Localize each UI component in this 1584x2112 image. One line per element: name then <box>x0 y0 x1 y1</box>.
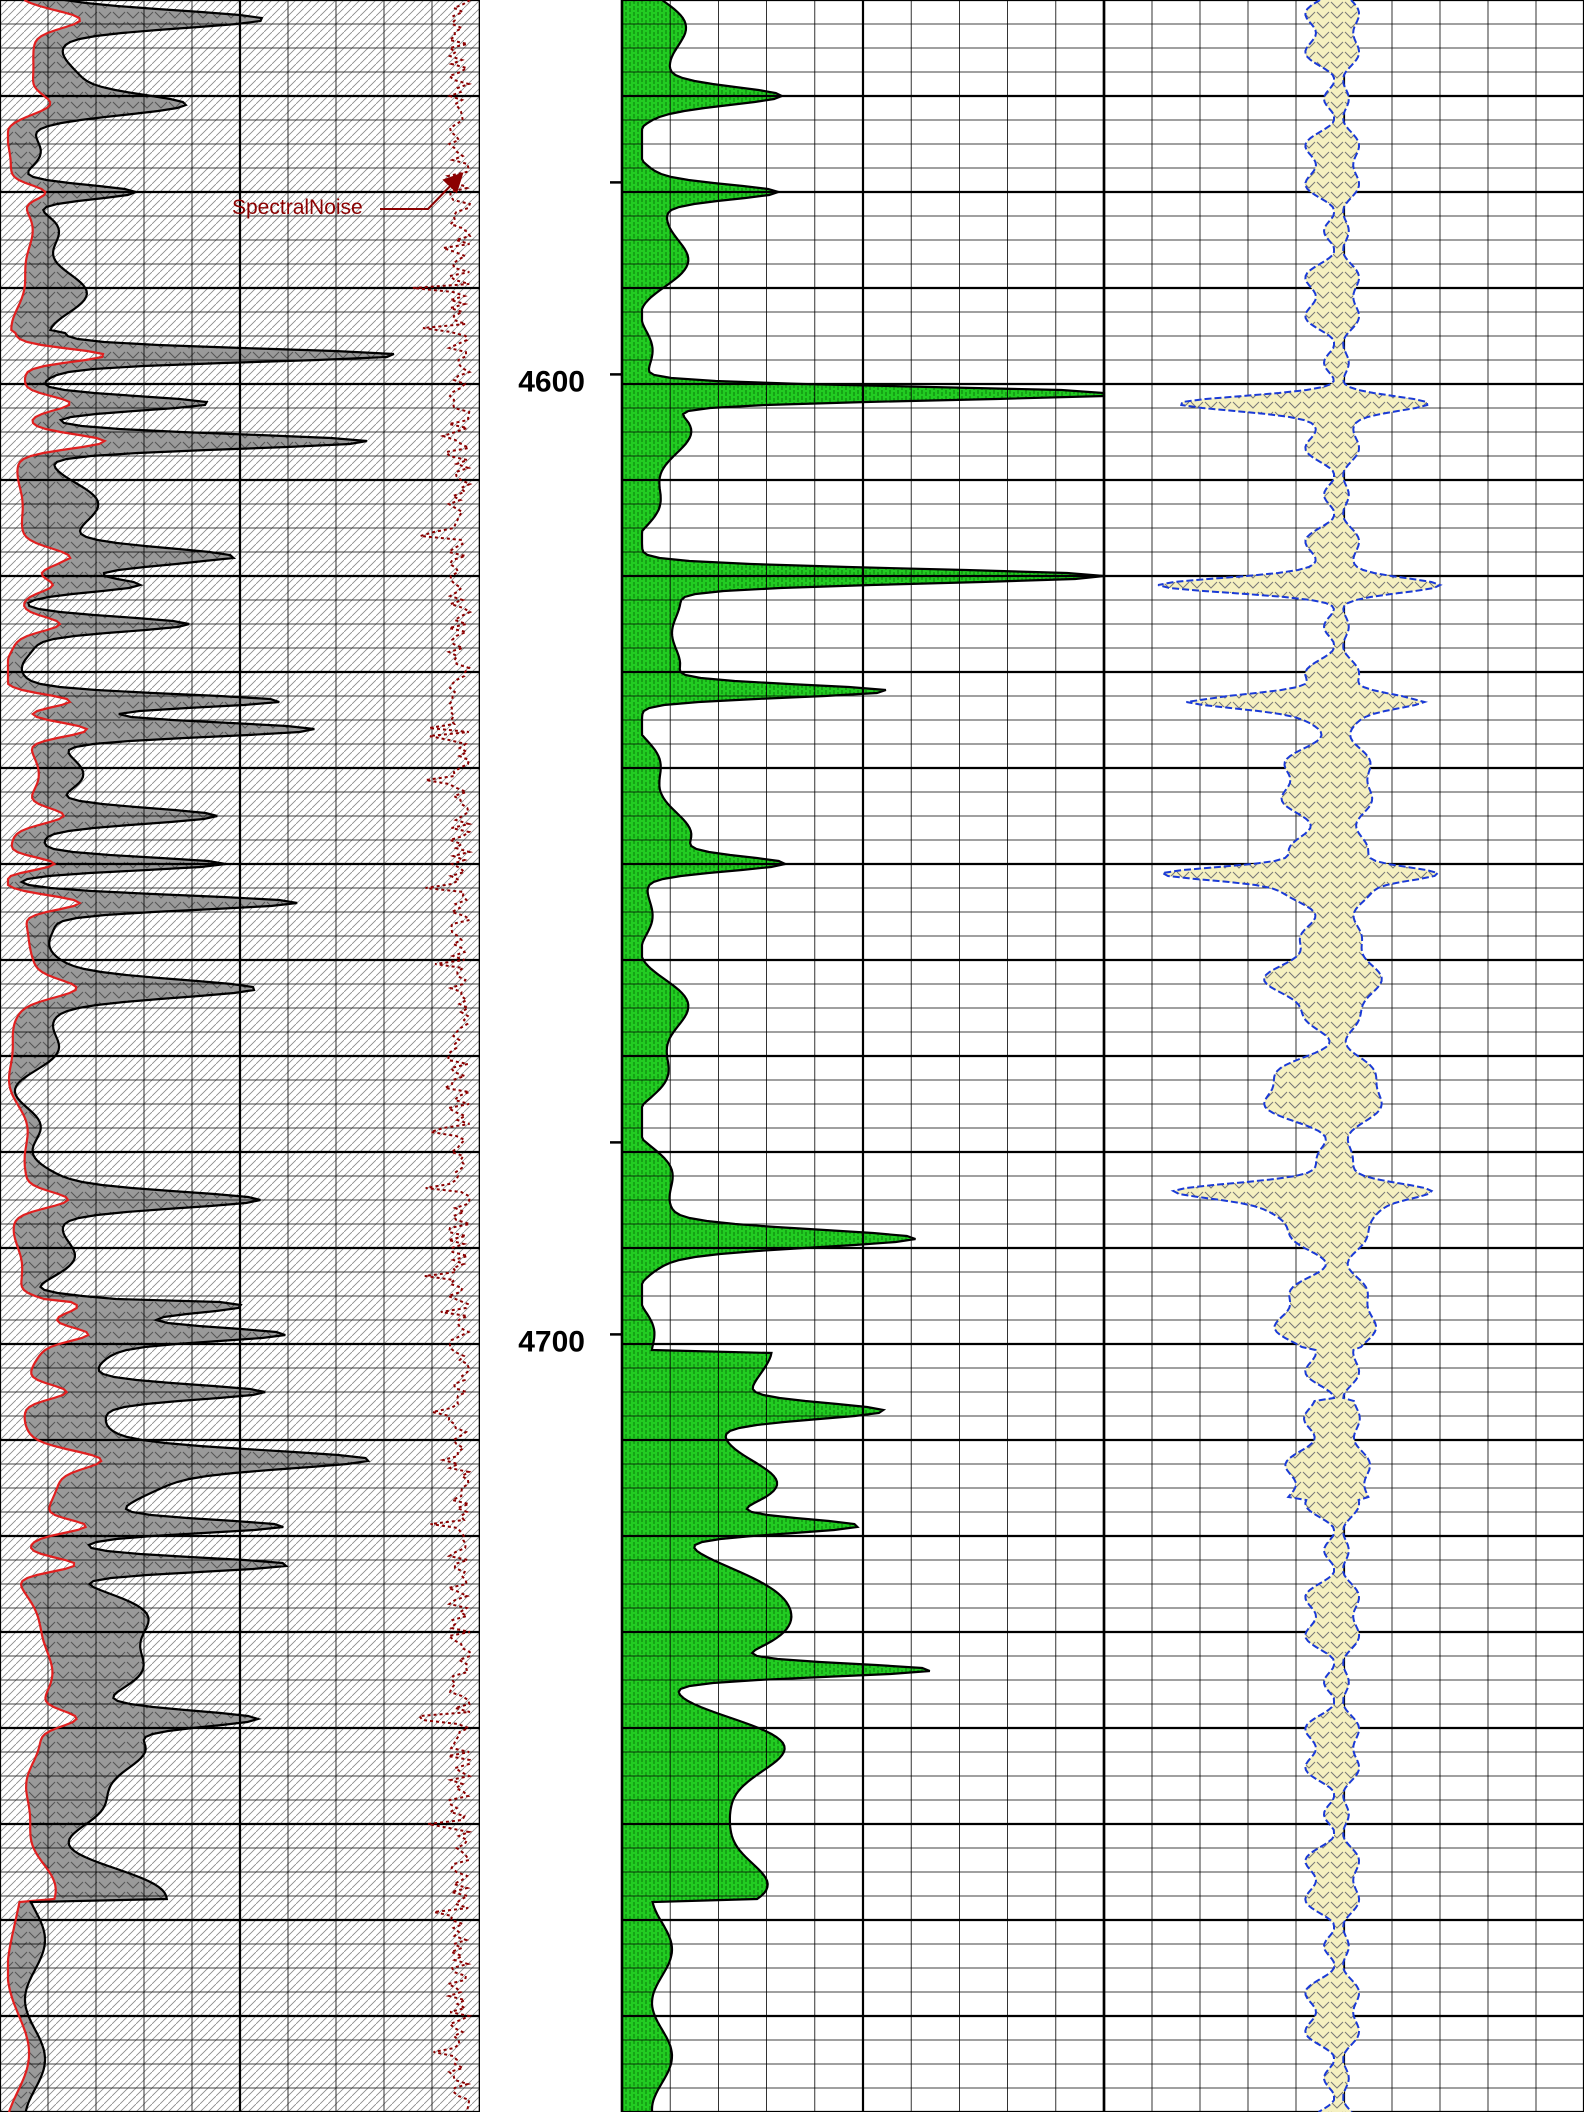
track1-red-curve <box>6 0 108 2112</box>
depth-label: 4700 <box>518 1325 585 1358</box>
depth-labels: 4600 4700 <box>518 365 585 1358</box>
track-2 <box>620 0 1106 2112</box>
track2-main-curve <box>640 0 1106 2112</box>
depth-track-background <box>480 0 622 2112</box>
track3-right-curve <box>1342 0 1443 2112</box>
track-1 <box>0 0 482 2112</box>
track-3 <box>1102 0 1584 2112</box>
spectral-noise-annotation: SpectralNoise <box>232 172 464 219</box>
depth-track <box>480 0 622 2112</box>
annotation-label: SpectralNoise <box>232 196 363 219</box>
track1-main-curve <box>13 0 395 2112</box>
spectral-noise-curve <box>412 0 474 2112</box>
track3-left-curve <box>1157 0 1336 2112</box>
depth-label: 4600 <box>518 365 585 398</box>
annotation-arrow <box>380 172 464 210</box>
